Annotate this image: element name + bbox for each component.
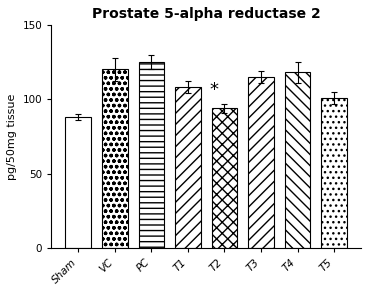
Bar <box>212 108 237 248</box>
Bar <box>285 72 310 248</box>
Bar <box>102 69 128 248</box>
Bar <box>66 117 91 248</box>
Y-axis label: pg/50mg tissue: pg/50mg tissue <box>7 93 17 180</box>
Bar <box>248 77 274 248</box>
Bar <box>175 87 201 248</box>
Bar <box>321 98 347 248</box>
Title: Prostate 5-alpha reductase 2: Prostate 5-alpha reductase 2 <box>92 7 321 21</box>
Text: *: * <box>210 81 219 99</box>
Bar <box>138 62 164 248</box>
